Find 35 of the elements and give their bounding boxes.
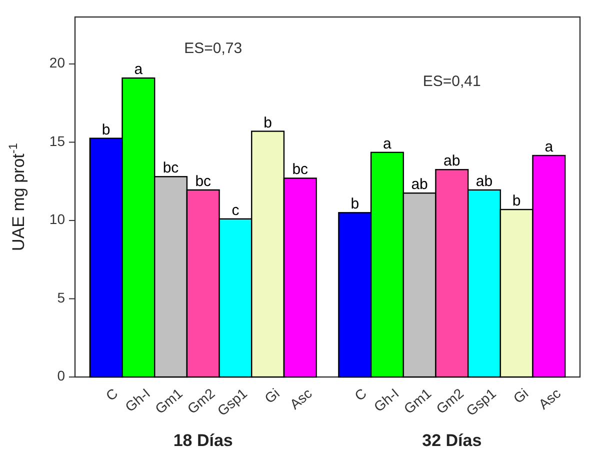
text: C bbox=[102, 385, 121, 404]
y-tick-label: 15 bbox=[49, 132, 66, 149]
y-tick-label: 20 bbox=[49, 54, 66, 71]
text: Gm2 bbox=[184, 384, 218, 417]
data-label: a bbox=[134, 61, 144, 78]
annotation: ES=0,41 bbox=[422, 73, 481, 90]
data-label: bc bbox=[292, 161, 309, 178]
annotation: ES=0,73 bbox=[184, 40, 242, 57]
text: Gm1 bbox=[400, 385, 434, 417]
text: Asc bbox=[286, 385, 315, 412]
data-label: ab bbox=[411, 176, 428, 194]
x-tick-label: 18 Días bbox=[173, 431, 233, 450]
data-label: ab bbox=[444, 152, 460, 170]
text: Gi bbox=[510, 385, 532, 406]
text: Gh-I bbox=[370, 385, 402, 415]
data-label: b bbox=[350, 196, 360, 213]
text: Asc bbox=[535, 385, 564, 412]
text: Gm1 bbox=[152, 384, 186, 417]
data-label: a bbox=[544, 138, 554, 156]
y-tick-label: 10 bbox=[49, 211, 66, 228]
data-label: c bbox=[232, 202, 240, 219]
y-tick-label: 0 bbox=[57, 368, 66, 384]
text: Gm2 bbox=[432, 385, 466, 417]
data-label: bc bbox=[162, 160, 180, 177]
data-label: bc bbox=[195, 172, 212, 190]
data-label: b bbox=[512, 192, 521, 210]
data-label: b bbox=[264, 114, 272, 132]
text: C bbox=[351, 385, 370, 404]
data-label: a bbox=[383, 135, 392, 152]
y-tick-label: 5 bbox=[57, 289, 66, 306]
text: Gh-I bbox=[122, 385, 154, 415]
text: Gi bbox=[261, 385, 282, 406]
data-label: ab bbox=[476, 172, 493, 190]
x-tick-label: 32 Días bbox=[422, 431, 482, 450]
data-label: b bbox=[102, 121, 110, 138]
